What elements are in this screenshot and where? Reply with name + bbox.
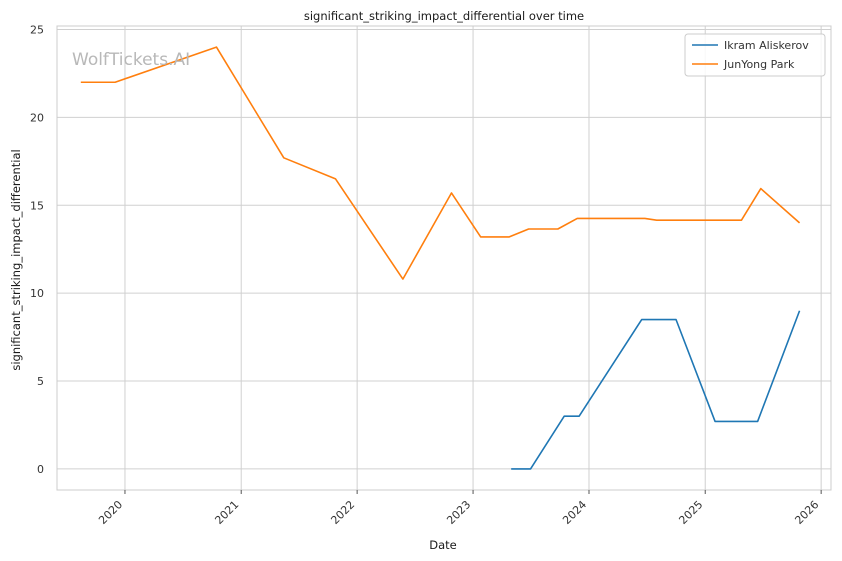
x-tick-label: 2021 [212, 498, 241, 527]
x-tick-label: 2022 [328, 498, 357, 527]
y-axis-label: significant_striking_impact_differential [9, 149, 23, 370]
x-tick-labels: 2020 2021 2022 2023 2024 2025 2026 [96, 490, 822, 527]
chart-title: significant_striking_impact_differential… [304, 9, 584, 23]
x-tick-label: 2025 [676, 498, 705, 527]
y-tick-label: 15 [30, 199, 44, 212]
x-tick-label: 2020 [96, 498, 125, 527]
legend-box [684, 33, 826, 77]
series-lines [80, 46, 801, 470]
plot-area [57, 26, 831, 490]
x-tick-label: 2026 [792, 498, 821, 527]
y-tick-label: 20 [30, 111, 44, 124]
y-tick-label: 10 [30, 287, 44, 300]
legend: Ikram Aliskerov JunYong Park [684, 33, 826, 77]
y-tick-label: 5 [37, 375, 44, 388]
legend-label-junyong-park: JunYong Park [723, 58, 795, 71]
x-tick-label: 2023 [444, 498, 473, 527]
series-line-ikram-aliskerov [511, 310, 801, 470]
plot-frame [56, 25, 832, 491]
x-tick-label: 2024 [560, 498, 589, 527]
x-axis-label: Date [429, 538, 457, 552]
series-line-junyong-park [80, 46, 801, 280]
y-tick-label: 0 [37, 463, 44, 476]
y-tick-label: 25 [30, 24, 44, 37]
legend-label-ikram-aliskerov: Ikram Aliskerov [724, 39, 809, 52]
y-tick-labels: 0 5 10 15 20 25 [30, 24, 44, 476]
watermark: WolfTickets.AI [72, 50, 190, 70]
